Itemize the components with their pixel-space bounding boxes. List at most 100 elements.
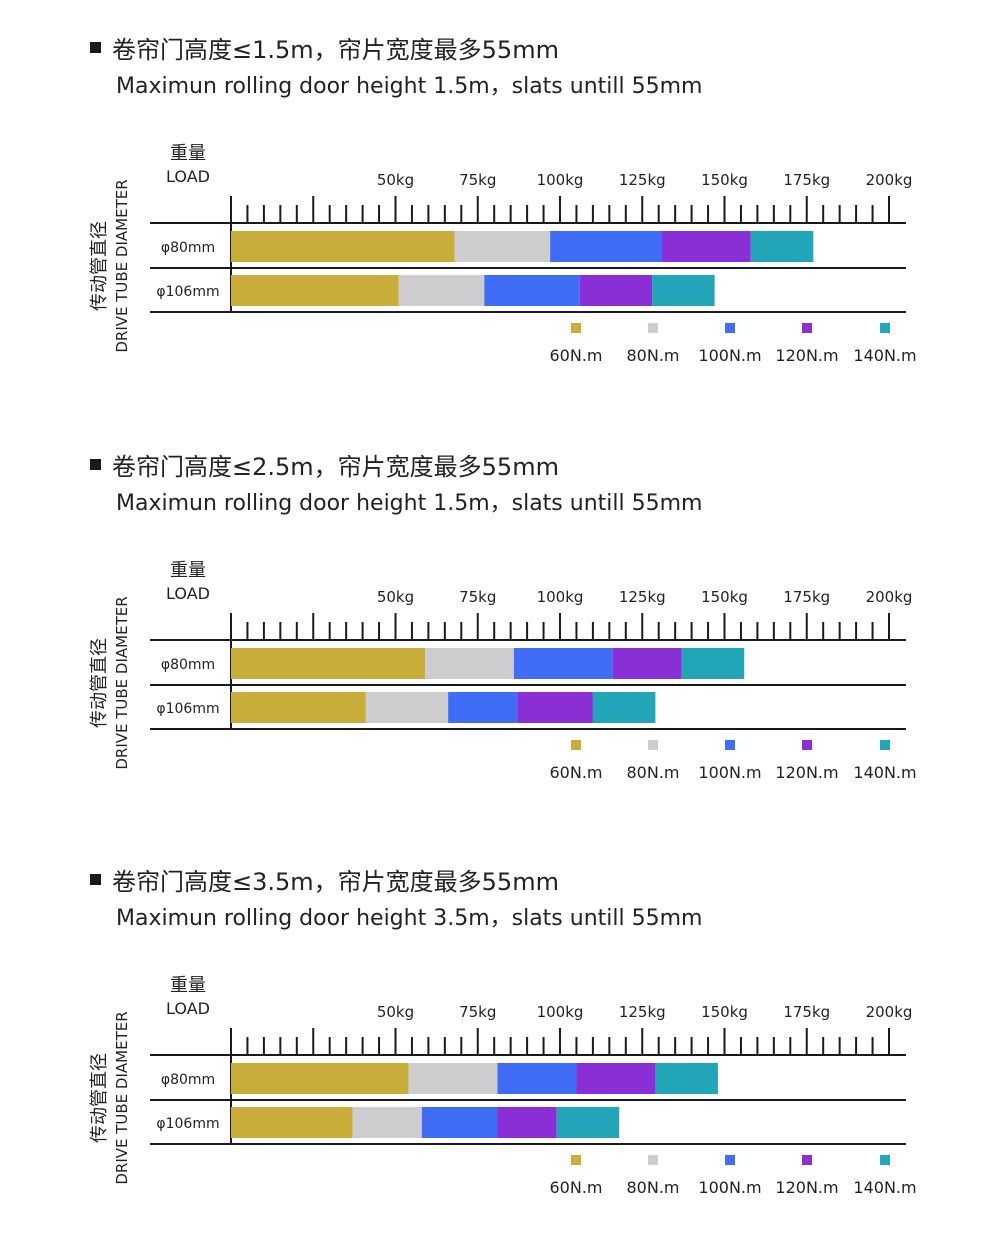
bar-segment (421, 1107, 498, 1138)
axis-title-cn: 重量 (170, 975, 206, 996)
chart-section-1: 卷帘门高度≤1.5m，帘片宽度最多55mm Maximun rolling do… (0, 0, 1000, 410)
y-axis-title-cn: 传动管直径 (89, 638, 110, 728)
legend-swatch (880, 323, 890, 333)
axis-title-en: LOAD (166, 167, 210, 186)
y-axis-title: 传动管直径 DRIVE TUBE DIAMETER (89, 596, 131, 769)
x-tick-label: 125kg (619, 171, 666, 189)
x-tick-label: 50kg (377, 1003, 414, 1021)
bar-segment (365, 692, 449, 723)
x-tick-label: 150kg (701, 1003, 748, 1021)
bar-segment (579, 275, 653, 306)
legend-label: 120N.m (775, 763, 838, 782)
bar-segment (231, 692, 366, 723)
bar-segment (556, 1107, 620, 1138)
bar-segment (408, 1063, 498, 1094)
bar-segment (513, 648, 613, 679)
axis-title-en: LOAD (166, 999, 210, 1018)
bar-segment (681, 648, 745, 679)
y-axis-title-cn: 传动管直径 (89, 1053, 110, 1143)
bar-segment (425, 648, 514, 679)
legend-label: 100N.m (698, 1178, 761, 1197)
legend-swatch (571, 1155, 581, 1165)
legend-label: 120N.m (775, 1178, 838, 1197)
section-title-cn: 卷帘门高度≤3.5m，帘片宽度最多55mm (112, 868, 559, 896)
axis-title-cn: 重量 (170, 560, 206, 581)
bullet-square-icon (90, 459, 101, 470)
legend-swatch (802, 1155, 812, 1165)
bar-segment (231, 275, 399, 306)
y-axis-title-en: DRIVE TUBE DIAMETER (113, 596, 131, 769)
legend-label: 120N.m (775, 346, 838, 365)
section-title-cn: 卷帘门高度≤1.5m，帘片宽度最多55mm (112, 36, 559, 64)
bar-segment (661, 231, 751, 262)
x-tick-label: 150kg (701, 171, 748, 189)
bar-segment (231, 1063, 409, 1094)
section-title-en: Maximun rolling door height 3.5m，slats u… (116, 906, 703, 931)
x-tick-label: 50kg (377, 171, 414, 189)
x-tick-label: 100kg (537, 171, 584, 189)
legend-label: 140N.m (853, 1178, 916, 1197)
legend-swatch (725, 323, 735, 333)
legend-label: 80N.m (627, 763, 680, 782)
x-tick-label: 150kg (701, 588, 748, 606)
legend-label: 60N.m (550, 1178, 603, 1197)
bar-segment (231, 1107, 353, 1138)
axis-title-cn: 重量 (170, 143, 206, 164)
bar-segment (231, 648, 426, 679)
legend-label: 100N.m (698, 763, 761, 782)
legend-swatch (802, 740, 812, 750)
section-title-en: Maximun rolling door height 1.5m，slats u… (116, 491, 703, 516)
bar-segment (454, 231, 551, 262)
bar-segment (612, 648, 682, 679)
x-tick-label: 75kg (459, 588, 496, 606)
y-axis-title-en: DRIVE TUBE DIAMETER (113, 1011, 131, 1184)
legend-label: 140N.m (853, 346, 916, 365)
chart-section-2: 卷帘门高度≤2.5m，帘片宽度最多55mm Maximun rolling do… (0, 417, 1000, 827)
y-axis-title-en: DRIVE TUBE DIAMETER (113, 179, 131, 352)
legend-swatch (571, 740, 581, 750)
bar-segment (484, 275, 580, 306)
bar-segment (592, 692, 656, 723)
category-label: φ80mm (161, 240, 215, 256)
x-tick-label: 125kg (619, 588, 666, 606)
bar-segment (497, 1107, 557, 1138)
bar-segment (497, 1063, 577, 1094)
section-title-en: Maximun rolling door height 1.5m，slats u… (116, 74, 703, 99)
bullet-square-icon (90, 874, 101, 885)
category-label: φ106mm (156, 1116, 219, 1132)
legend-swatch (648, 1155, 658, 1165)
x-tick-label: 75kg (459, 171, 496, 189)
axis-title-en: LOAD (166, 584, 210, 603)
bar-segment (352, 1107, 422, 1138)
bar-segment (576, 1063, 656, 1094)
legend-label: 140N.m (853, 763, 916, 782)
load-chart: 重量 LOAD 传动管直径 DRIVE TUBE DIAMETER 50kg 75kg 10… (89, 975, 917, 1197)
bar-segment (750, 231, 814, 262)
x-tick-label: 100kg (537, 1003, 584, 1021)
x-tick-label: 175kg (783, 588, 830, 606)
load-chart: 重量 LOAD 传动管直径 DRIVE TUBE DIAMETER 50kg 75kg 10… (89, 560, 917, 782)
bar-segment (398, 275, 485, 306)
x-tick-label: 175kg (783, 1003, 830, 1021)
bar-segment (231, 231, 455, 262)
x-tick-label: 75kg (459, 1003, 496, 1021)
category-label: φ80mm (161, 657, 215, 673)
legend-label: 80N.m (627, 346, 680, 365)
x-tick-label: 200kg (866, 1003, 913, 1021)
y-axis-title: 传动管直径 DRIVE TUBE DIAMETER (89, 1011, 131, 1184)
y-axis-title: 传动管直径 DRIVE TUBE DIAMETER (89, 179, 131, 352)
legend-swatch (571, 323, 581, 333)
legend-swatch (880, 740, 890, 750)
category-label: φ106mm (156, 701, 219, 717)
legend-swatch (802, 323, 812, 333)
legend-swatch (880, 1155, 890, 1165)
x-tick-label: 100kg (537, 588, 584, 606)
section-title-cn: 卷帘门高度≤2.5m，帘片宽度最多55mm (112, 453, 559, 481)
bar-segment (550, 231, 662, 262)
legend-swatch (648, 740, 658, 750)
legend-label: 60N.m (550, 763, 603, 782)
y-axis-title-cn: 传动管直径 (89, 221, 110, 311)
category-label: φ106mm (156, 284, 219, 300)
legend-swatch (725, 1155, 735, 1165)
x-tick-label: 200kg (866, 588, 913, 606)
